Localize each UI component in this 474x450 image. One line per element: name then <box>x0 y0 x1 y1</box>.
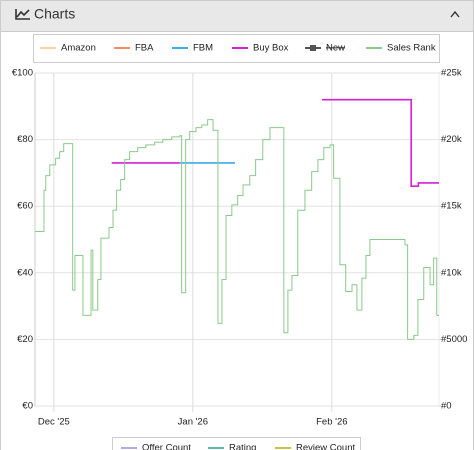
series-line <box>111 98 439 188</box>
y-tick-label: €80 <box>17 134 33 145</box>
chart-icon <box>15 9 30 20</box>
legend-label: Rating <box>229 443 256 450</box>
legend-label: Review Count <box>296 443 355 450</box>
y2-tick-label: #10k <box>441 267 462 278</box>
series-line <box>35 119 439 340</box>
legend-label[interactable]: FBA <box>135 43 154 54</box>
y-tick-label: €20 <box>17 334 33 345</box>
legend-label[interactable]: FBM <box>193 43 213 54</box>
y-tick-label: €60 <box>17 201 33 212</box>
legend-label[interactable]: Amazon <box>61 43 96 54</box>
next-legend-box <box>112 437 361 450</box>
y-tick-label: €0 <box>22 401 33 412</box>
legend-label[interactable]: Buy Box <box>253 43 289 54</box>
collapse-toggle[interactable] <box>450 10 460 18</box>
legend-label[interactable]: Sales Rank <box>387 43 436 54</box>
legend-label[interactable]: New <box>326 43 345 54</box>
x-tick-label: Feb '26 <box>316 417 347 428</box>
header-title: Charts <box>34 6 75 22</box>
panel <box>0 31 474 450</box>
y-tick-label: €100 <box>12 68 33 79</box>
legend-label: Offer Count <box>142 443 191 450</box>
y-tick-label: €40 <box>17 267 33 278</box>
header-bar <box>0 0 474 32</box>
y2-tick-label: #20k <box>441 134 462 145</box>
y2-tick-label: #5000 <box>441 334 467 345</box>
x-tick-label: Dec '25 <box>38 417 70 428</box>
x-tick-label: Jan '26 <box>178 417 208 428</box>
y2-tick-label: #15k <box>441 201 462 212</box>
y2-tick-label: #0 <box>441 401 452 412</box>
y2-tick-label: #25k <box>441 68 462 79</box>
legend-marker <box>310 45 316 51</box>
